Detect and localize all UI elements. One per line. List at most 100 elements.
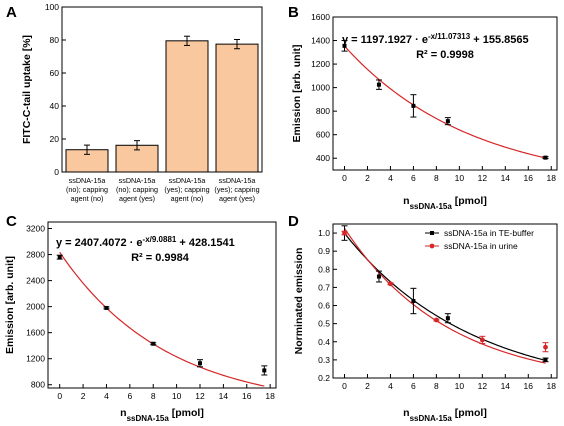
y-tick-label: 2400 [26, 276, 45, 286]
y-tick-label: 60 [50, 68, 60, 78]
x-axis-label: nssDNA-15a [pmol] [403, 407, 487, 423]
y-tick-label: 1200 [26, 354, 45, 364]
fit-curve [59, 251, 265, 387]
panel-a: A 0 20 40 60 80 100 ssDNA-15a (no); capping agen… [6, 2, 263, 203]
data-point [433, 317, 439, 323]
legend-label: ssDNA-15a in TE-buffer [444, 228, 534, 238]
y-tick-label: 80 [50, 35, 60, 45]
plot-frame [61, 6, 263, 173]
x-tick-label: 16 [524, 381, 534, 391]
r-squared: R² = 0.9984 [131, 252, 190, 264]
y-tick-label: 0.9 [318, 246, 330, 256]
data-point [543, 344, 548, 350]
y-tick-label: 0.3 [318, 355, 330, 365]
y-tick-label: 20 [50, 134, 60, 144]
x-tick-label: 4 [104, 391, 109, 401]
fit-curve [344, 45, 546, 159]
category-label: ssDNA-15a (no); capping agent (no) [66, 176, 108, 203]
panel-letter-b: B [288, 4, 299, 21]
y-tick-label: 0.2 [318, 373, 330, 383]
y-tick-label: 1600 [311, 12, 330, 22]
data-point [411, 299, 416, 303]
x-tick-label: 4 [388, 173, 393, 183]
x-tick-label: 8 [151, 391, 156, 401]
x-tick-label: 18 [547, 381, 557, 391]
y-tick-label: 2000 [26, 302, 45, 312]
x-tick-label: 6 [411, 173, 416, 183]
panel-letter-c: C [6, 213, 17, 230]
x-tick-label: 12 [195, 391, 205, 401]
x-axis-label: nssDNA-15a [pmol] [120, 407, 204, 423]
plot-frame [47, 221, 277, 389]
x-tick-label: 12 [478, 173, 488, 183]
x-tick-label: 6 [127, 391, 132, 401]
y-tick-label: 800 [316, 106, 330, 116]
x-tick-label: 18 [547, 173, 557, 183]
y-tick-label: 1600 [26, 328, 45, 338]
x-tick-label: 6 [411, 381, 416, 391]
panel-letter-d: D [288, 213, 299, 230]
category-label: ssDNA-15a (yes); capping agent (no) [164, 176, 209, 203]
y-tick-label: 0.6 [318, 301, 330, 311]
y-tick-label: 800 [31, 380, 45, 390]
y-tick-label: 400 [316, 153, 330, 163]
y-axis-label: Emission [arb. unit] [4, 256, 16, 354]
data-point [198, 361, 202, 366]
y-tick-label: 0.8 [318, 264, 330, 274]
y-tick-label: 1.0 [318, 228, 330, 238]
bar [165, 40, 209, 173]
y-tick-label: 1200 [311, 59, 330, 69]
y-tick-label: 2800 [26, 250, 45, 260]
fit-equation: y = 2407.4072 · e-x/9.0881 + 428.1541 [56, 235, 235, 250]
bar [215, 43, 259, 173]
y-tick-label: 600 [316, 130, 330, 140]
x-tick-label: 10 [455, 381, 465, 391]
data-point [104, 305, 109, 310]
x-tick-label: 18 [265, 391, 275, 401]
y-tick-label: 40 [50, 101, 60, 111]
data-point [445, 316, 450, 321]
y-tick-label: 1400 [311, 36, 330, 46]
data-point [479, 337, 485, 343]
data-point [543, 357, 548, 362]
x-axis-label: nssDNA-15a [pmol] [403, 195, 487, 211]
data-point [543, 155, 548, 160]
y-axis-label: FITC-C-tail uptake [%] [21, 35, 33, 144]
panel-c: C 0 2 4 6 8 10 12 14 16 18 800 1200 1600 2000 2400 2800… [4, 213, 277, 423]
x-tick-label: 0 [57, 391, 62, 401]
data-point [342, 230, 347, 236]
data-point [445, 119, 450, 124]
y-axis-label: Emission [arb. unit] [291, 44, 303, 142]
data-point [342, 43, 347, 48]
data-point [376, 274, 381, 279]
plot-frame [332, 223, 558, 379]
r-squared: R² = 0.9998 [416, 49, 474, 61]
plot-frame [332, 16, 558, 171]
category-label: ssDNA-15a (no); capping agent (yes) [116, 176, 158, 203]
category-label: ssDNA-15a (yes); capping agent (yes) [214, 176, 259, 203]
y-tick-label: 0.4 [318, 337, 330, 347]
x-tick-label: 2 [81, 391, 86, 401]
x-tick-label: 8 [434, 173, 439, 183]
y-tick-label: 0.7 [318, 282, 330, 292]
panel-d: D 0 2 4 6 8 10 12 14 16 18 0.2 0.3 0.4 0.5 0.6 0.7 0.8 0.… [288, 213, 558, 423]
x-tick-label: 0 [342, 173, 347, 183]
y-tick-label: 0 [54, 167, 59, 177]
x-tick-label: 10 [455, 173, 465, 183]
x-tick-label: 14 [501, 173, 511, 183]
data-point [411, 103, 416, 108]
fit-curve [343, 228, 546, 364]
data-point [376, 82, 381, 87]
legend: ssDNA-15a in TE-buffer ssDNA-15a in urine [425, 228, 534, 251]
panel-b: B 0 2 4 6 8 10 12 14 16 18 400 600 800 1000 1200 1400 16… [288, 4, 558, 211]
x-tick-label: 4 [388, 381, 393, 391]
y-tick-label: 100 [45, 2, 59, 12]
x-tick-label: 10 [172, 391, 182, 401]
data-point [57, 255, 62, 260]
y-axis-label: Norminated emission [293, 248, 305, 355]
x-tick-label: 14 [501, 381, 511, 391]
data-point [388, 281, 393, 287]
x-tick-label: 0 [342, 381, 347, 391]
x-tick-label: 16 [242, 391, 252, 401]
